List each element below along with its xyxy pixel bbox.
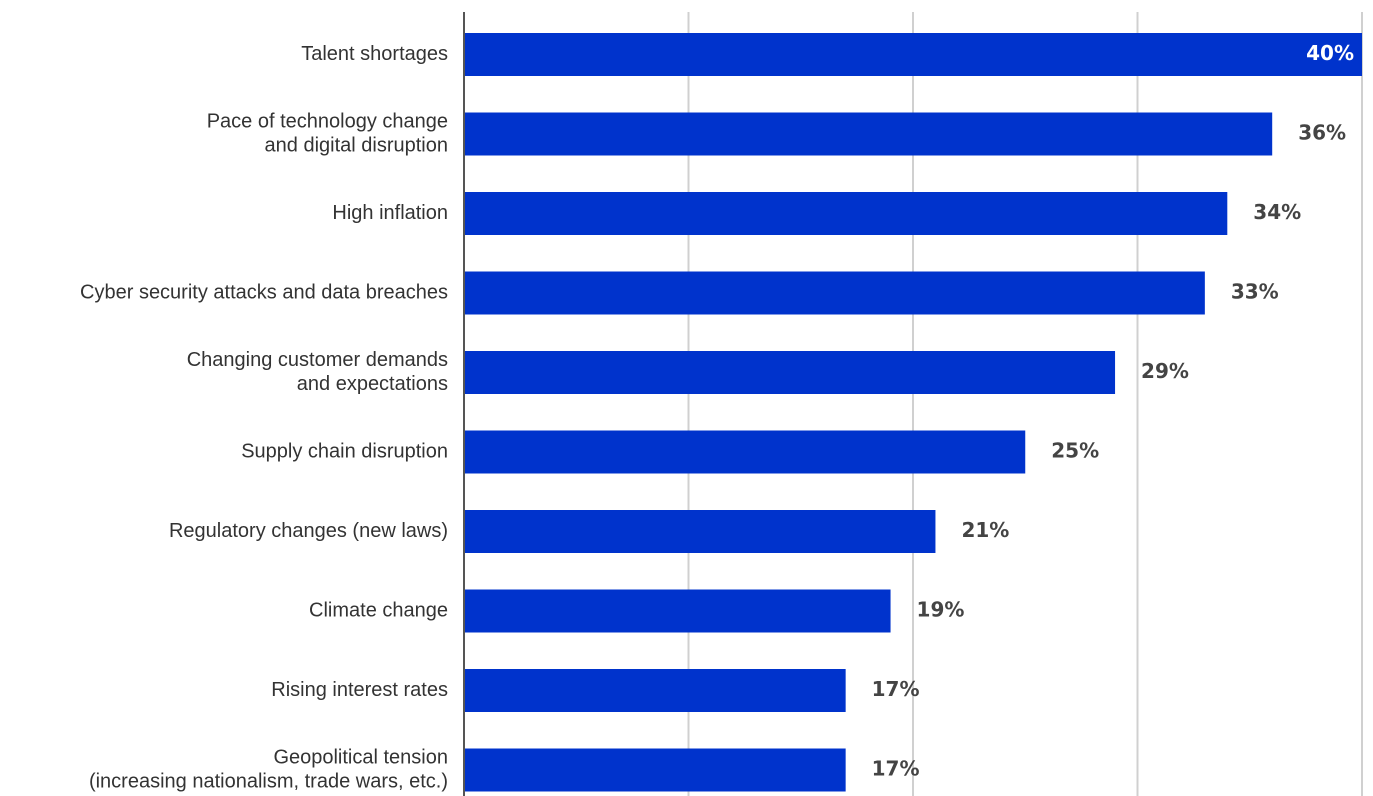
bar-0	[465, 33, 1362, 76]
category-label-line: Changing customer demands	[187, 349, 448, 371]
category-label-line: High inflation	[332, 202, 448, 224]
category-label-5: Supply chain disruption	[241, 440, 448, 462]
bar-2	[465, 192, 1228, 235]
value-label-1: 36%	[1298, 121, 1346, 145]
category-label-3: Cyber security attacks and data breaches	[80, 281, 448, 303]
bar-6	[465, 510, 936, 553]
value-label-3: 33%	[1231, 280, 1279, 304]
value-label-2: 34%	[1253, 200, 1301, 224]
value-label-4: 29%	[1141, 359, 1189, 383]
category-label-0: Talent shortages	[301, 43, 448, 65]
value-label-7: 19%	[917, 598, 965, 622]
category-label-line: Talent shortages	[301, 43, 448, 65]
category-label-9: Geopolitical tension (increasing national…	[89, 746, 448, 792]
category-label-1: Pace of technology change and digital dis…	[207, 110, 448, 156]
category-label-4: Changing customer demands and expectation…	[187, 349, 448, 395]
category-label-line: Pace of technology change	[207, 110, 448, 132]
value-labels: 40% 36% 34% 33% 29% 25% 21% 19% 17% 17%	[872, 41, 1354, 781]
bar-5	[465, 430, 1026, 474]
bar-8	[465, 669, 846, 712]
category-label-line: and digital disruption	[265, 134, 448, 156]
category-label-line: Geopolitical tension	[273, 746, 448, 768]
bar-4	[465, 351, 1116, 394]
bar-3	[465, 271, 1205, 315]
category-label-8: Rising interest rates	[271, 679, 448, 701]
bar-7	[465, 589, 891, 633]
category-label-7: Climate change	[309, 599, 448, 621]
category-label-line: Cyber security attacks and data breaches	[80, 281, 448, 303]
bars	[465, 33, 1362, 792]
bar-1	[465, 112, 1273, 156]
value-label-9: 17%	[872, 757, 920, 781]
category-label-line: Rising interest rates	[271, 679, 448, 701]
category-label-2: High inflation	[332, 202, 448, 224]
category-label-6: Regulatory changes (new laws)	[169, 520, 448, 542]
value-label-5: 25%	[1051, 439, 1099, 463]
category-label-line: Supply chain disruption	[241, 440, 448, 462]
value-label-6: 21%	[961, 518, 1009, 542]
category-label-line: and expectations	[297, 373, 448, 395]
category-label-line: Climate change	[309, 599, 448, 621]
category-label-line: Regulatory changes (new laws)	[169, 520, 448, 542]
bar-9	[465, 748, 846, 792]
value-label-8: 17%	[872, 677, 920, 701]
category-label-line: (increasing nationalism, trade wars, etc…	[89, 770, 448, 792]
category-labels: Talent shortages Pace of technology chang…	[80, 43, 448, 793]
value-label-0: 40%	[1306, 41, 1354, 65]
